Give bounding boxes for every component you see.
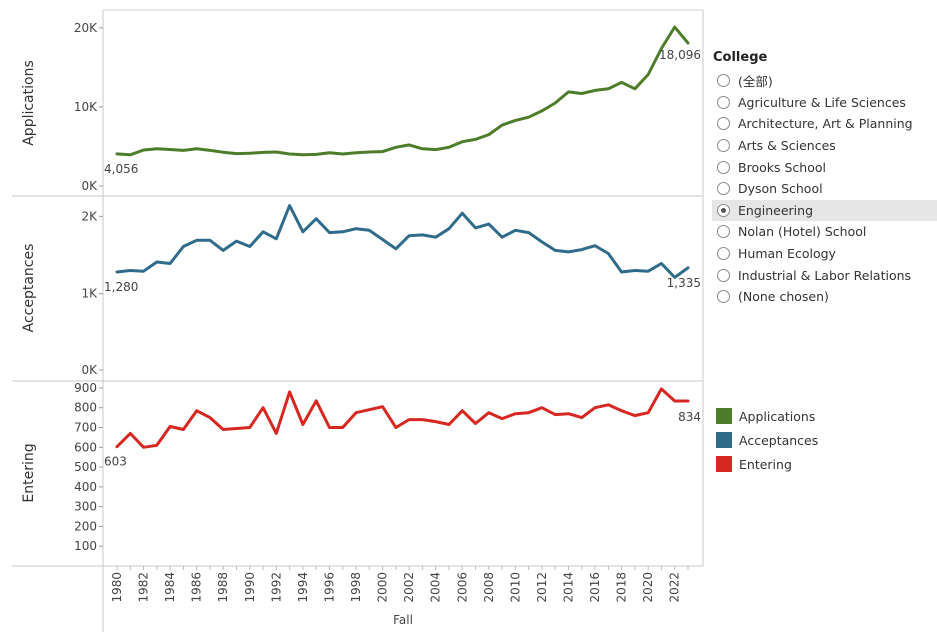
y-tick-label: 300	[74, 500, 97, 514]
x-tick-label: 2002	[402, 572, 416, 603]
x-tick-label: 1996	[322, 572, 336, 603]
data-label: 18,096	[659, 48, 701, 62]
x-tick-label: 1980	[110, 572, 124, 603]
x-tick-label: 2018	[615, 572, 629, 603]
radio-button-icon[interactable]	[717, 290, 730, 304]
radio-button-icon[interactable]	[717, 225, 730, 239]
legend-item[interactable]: Acceptances	[716, 428, 818, 452]
college-option[interactable]: Engineering	[712, 199, 937, 222]
series-line	[115, 204, 690, 279]
x-tick-label: 2008	[482, 572, 496, 603]
x-tick-label: 2020	[641, 572, 655, 603]
y-tick-label: 100	[74, 539, 97, 553]
y-tick-label: 200	[74, 519, 97, 533]
college-option-label: Architecture, Art & Planning	[738, 116, 913, 132]
legend-swatch	[716, 408, 732, 424]
legend-label: Applications	[739, 408, 816, 424]
series-line	[115, 387, 690, 449]
legend-item[interactable]: Entering	[716, 452, 818, 476]
college-option-label: Human Ecology	[738, 246, 836, 262]
data-label: 1,280	[104, 280, 138, 294]
college-option[interactable]: Agriculture & Life Sciences	[712, 92, 937, 114]
x-tick-label: 2012	[535, 572, 549, 603]
x-tick-label: 1988	[216, 572, 230, 603]
radio-button-icon[interactable]	[717, 160, 730, 174]
legend-swatch	[716, 456, 732, 472]
y-tick-label: 1K	[81, 287, 98, 301]
college-option[interactable]: (全部)	[712, 70, 937, 92]
x-tick-label: 1982	[137, 572, 151, 603]
data-label: 4,056	[104, 162, 138, 176]
radio-button-icon[interactable]	[717, 268, 730, 282]
y-tick-label: 10K	[74, 100, 98, 114]
x-tick-label: 2010	[508, 572, 522, 603]
radio-button-icon[interactable]	[717, 74, 730, 88]
x-axis-title: Fall	[393, 613, 413, 627]
y-tick-label: 0K	[81, 363, 98, 377]
college-option-label: Nolan (Hotel) School	[738, 224, 867, 240]
y-tick-label: 600	[74, 440, 97, 454]
y-axis-title: Applications	[21, 60, 37, 146]
x-tick-label: 1992	[269, 572, 283, 603]
y-tick-label: 800	[74, 401, 97, 415]
x-tick-label: 2000	[376, 572, 390, 603]
radio-button-icon[interactable]	[717, 182, 730, 196]
y-tick-label: 400	[74, 480, 97, 494]
y-tick-label: 0K	[81, 179, 98, 193]
x-tick-label: 2016	[588, 572, 602, 603]
data-label: 603	[104, 455, 127, 469]
college-option[interactable]: Brooks School	[712, 156, 937, 178]
x-tick-label: 1998	[349, 572, 363, 603]
data-label: 834	[678, 410, 701, 424]
college-filter-title: College	[713, 50, 768, 65]
college-option-label: Dyson School	[738, 181, 823, 197]
college-radio-list: (全部) Agriculture & Life Sciences Architect…	[712, 70, 937, 308]
college-option-label: Arts & Sciences	[738, 138, 836, 154]
x-tick-label: 1990	[243, 572, 257, 603]
x-tick-label: 1984	[163, 572, 177, 603]
radio-button-icon[interactable]	[717, 117, 730, 131]
y-tick-label: 500	[74, 460, 97, 474]
y-axis-title: Acceptances	[21, 244, 37, 333]
series-legend: Applications Acceptances Entering	[716, 404, 818, 476]
college-option[interactable]: Arts & Sciences	[712, 135, 937, 157]
line-chart: Applications 0K 10K 20K 4,056 18,096 Acceptanc…	[12, 9, 704, 632]
series-line	[115, 25, 690, 157]
college-option-label: (None chosen)	[738, 289, 829, 305]
college-option-label: Industrial & Labor Relations	[738, 267, 912, 283]
legend-label: Acceptances	[739, 432, 819, 448]
x-tick-label: 2022	[668, 572, 682, 603]
legend-swatch	[716, 432, 732, 448]
college-filter: College (全部) Agriculture & Life Sciences A…	[712, 50, 937, 308]
y-tick-label: 700	[74, 421, 97, 435]
college-option-label: Agriculture & Life Sciences	[738, 94, 906, 110]
college-option[interactable]: (None chosen)	[712, 286, 937, 308]
y-tick-label: 20K	[74, 21, 98, 35]
college-option-label: Engineering	[738, 202, 813, 218]
college-option-label: (全部)	[738, 74, 773, 90]
x-tick-label: 2014	[561, 572, 575, 603]
y-tick-label: 2K	[81, 209, 98, 223]
legend-label: Entering	[739, 456, 792, 472]
radio-button-icon[interactable]	[717, 247, 730, 261]
x-tick-label: 1994	[296, 572, 310, 603]
x-tick-label: 1986	[190, 572, 204, 603]
college-option[interactable]: Human Ecology	[712, 243, 937, 265]
college-option[interactable]: Dyson School	[712, 178, 937, 200]
legend-item[interactable]: Applications	[716, 404, 818, 428]
data-label: 1,335	[667, 276, 701, 290]
radio-button-icon[interactable]	[717, 139, 730, 153]
x-tick-label: 2006	[455, 572, 469, 603]
x-tick-label: 2004	[429, 572, 443, 603]
college-option[interactable]: Nolan (Hotel) School	[712, 221, 937, 243]
college-option[interactable]: Industrial & Labor Relations	[712, 264, 937, 286]
y-tick-label: 900	[74, 381, 97, 395]
college-option[interactable]: Architecture, Art & Planning	[712, 113, 937, 135]
radio-button-icon[interactable]	[717, 95, 730, 109]
college-option-label: Brooks School	[738, 159, 826, 175]
radio-button-icon[interactable]	[717, 203, 730, 217]
y-axis-title: Entering	[21, 443, 37, 502]
